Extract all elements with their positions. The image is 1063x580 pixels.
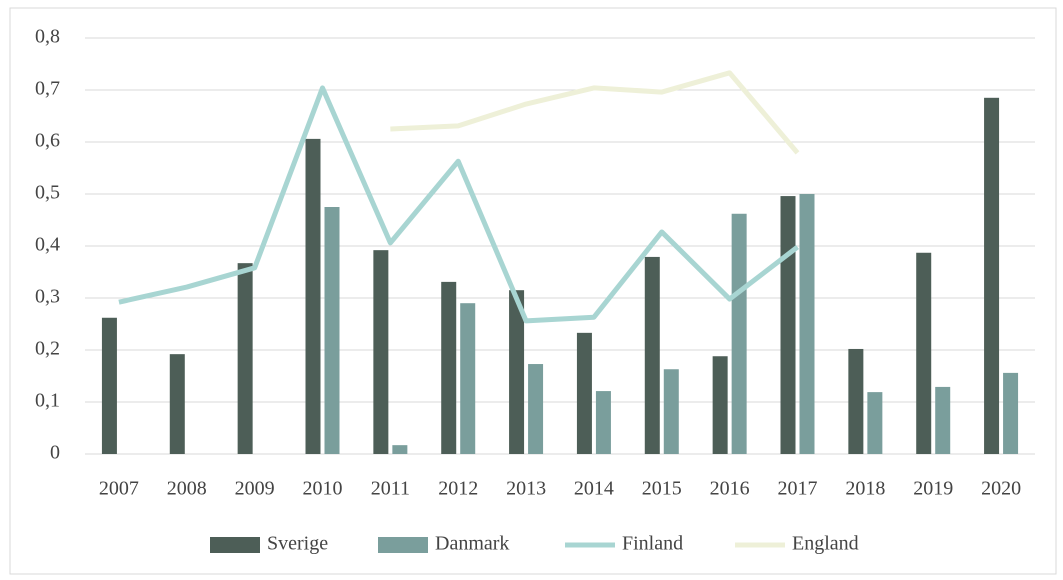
x-tick-label: 2020 bbox=[981, 478, 1021, 500]
bar bbox=[731, 213, 747, 454]
bar bbox=[1003, 372, 1019, 454]
y-tick-label: 0,8 bbox=[35, 26, 60, 48]
x-tick-label: 2018 bbox=[845, 478, 885, 500]
legend-label: Danmark bbox=[435, 533, 509, 555]
y-tick-label: 0,1 bbox=[35, 390, 60, 412]
bar bbox=[441, 281, 457, 454]
bar bbox=[460, 303, 476, 454]
x-tick-label: 2016 bbox=[710, 478, 750, 500]
bar bbox=[780, 196, 796, 454]
x-tick-label: 2014 bbox=[574, 478, 614, 500]
x-tick-label: 2013 bbox=[506, 478, 546, 500]
bar bbox=[101, 317, 117, 454]
line bbox=[118, 85, 800, 324]
bar bbox=[324, 207, 340, 454]
y-tick-label: 0,4 bbox=[35, 234, 60, 256]
x-tick-label: 2015 bbox=[642, 478, 682, 500]
bar bbox=[644, 256, 660, 454]
bar bbox=[528, 364, 544, 454]
bar bbox=[935, 386, 951, 454]
bar bbox=[867, 392, 883, 454]
x-tick-label: 2009 bbox=[235, 478, 275, 500]
bar bbox=[916, 252, 932, 454]
bar bbox=[373, 250, 389, 454]
bar bbox=[848, 348, 864, 454]
bar bbox=[169, 354, 185, 454]
bar bbox=[799, 194, 815, 454]
bar bbox=[576, 332, 592, 454]
bar bbox=[712, 356, 728, 454]
bar bbox=[305, 138, 321, 454]
x-tick-label: 2011 bbox=[371, 478, 410, 500]
x-tick-label: 2008 bbox=[167, 478, 207, 500]
y-tick-label: 0,6 bbox=[35, 130, 60, 152]
y-tick-label: 0 bbox=[50, 442, 60, 464]
legend-label: Finland bbox=[622, 533, 683, 555]
bar bbox=[392, 445, 408, 454]
x-tick-label: 2017 bbox=[778, 478, 818, 500]
x-tick-label: 2012 bbox=[438, 478, 478, 500]
y-tick-label: 0,5 bbox=[35, 182, 60, 204]
x-tick-label: 2010 bbox=[303, 478, 343, 500]
line bbox=[390, 70, 800, 155]
legend-swatch bbox=[210, 537, 260, 553]
y-tick-label: 0,7 bbox=[35, 78, 60, 100]
x-tick-label: 2019 bbox=[913, 478, 953, 500]
legend-swatch bbox=[378, 537, 428, 553]
legend-label: Sverige bbox=[267, 533, 328, 555]
x-tick-label: 2007 bbox=[99, 478, 139, 500]
bar bbox=[237, 263, 253, 454]
bar bbox=[663, 369, 679, 454]
y-tick-label: 0,3 bbox=[35, 286, 60, 308]
bar bbox=[509, 290, 525, 454]
y-tick-label: 0,2 bbox=[35, 338, 60, 360]
bar bbox=[595, 391, 611, 454]
bar bbox=[984, 97, 1000, 455]
legend-label: England bbox=[792, 533, 859, 555]
